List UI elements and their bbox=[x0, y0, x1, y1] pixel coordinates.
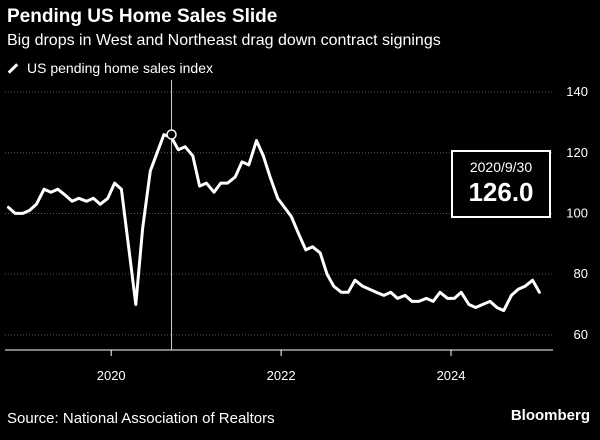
highlight-marker bbox=[166, 129, 177, 140]
chart-subtitle: Big drops in West and Northeast drag dow… bbox=[7, 32, 441, 49]
y-tick-label: 60 bbox=[574, 327, 588, 342]
source-note: Source: National Association of Realtors bbox=[7, 410, 275, 427]
y-tick-label: 120 bbox=[566, 145, 588, 160]
tooltip-box: 2020/9/30 126.0 bbox=[451, 150, 551, 218]
chart-title: Pending US Home Sales Slide bbox=[7, 6, 278, 27]
legend-label: US pending home sales index bbox=[27, 60, 214, 76]
x-tick-label: 2022 bbox=[267, 368, 296, 383]
x-tick-label: 2020 bbox=[97, 368, 126, 383]
x-tick-label: 2024 bbox=[437, 368, 466, 383]
legend: US pending home sales index bbox=[7, 60, 213, 76]
y-tick-label: 140 bbox=[566, 84, 588, 99]
series-line bbox=[6, 133, 541, 313]
tooltip-value: 126.0 bbox=[468, 177, 534, 207]
y-tick-label: 80 bbox=[574, 266, 588, 281]
tooltip-date: 2020/9/30 bbox=[469, 159, 533, 175]
y-tick-label: 100 bbox=[566, 205, 588, 220]
brand-logo: Bloomberg bbox=[510, 407, 590, 424]
